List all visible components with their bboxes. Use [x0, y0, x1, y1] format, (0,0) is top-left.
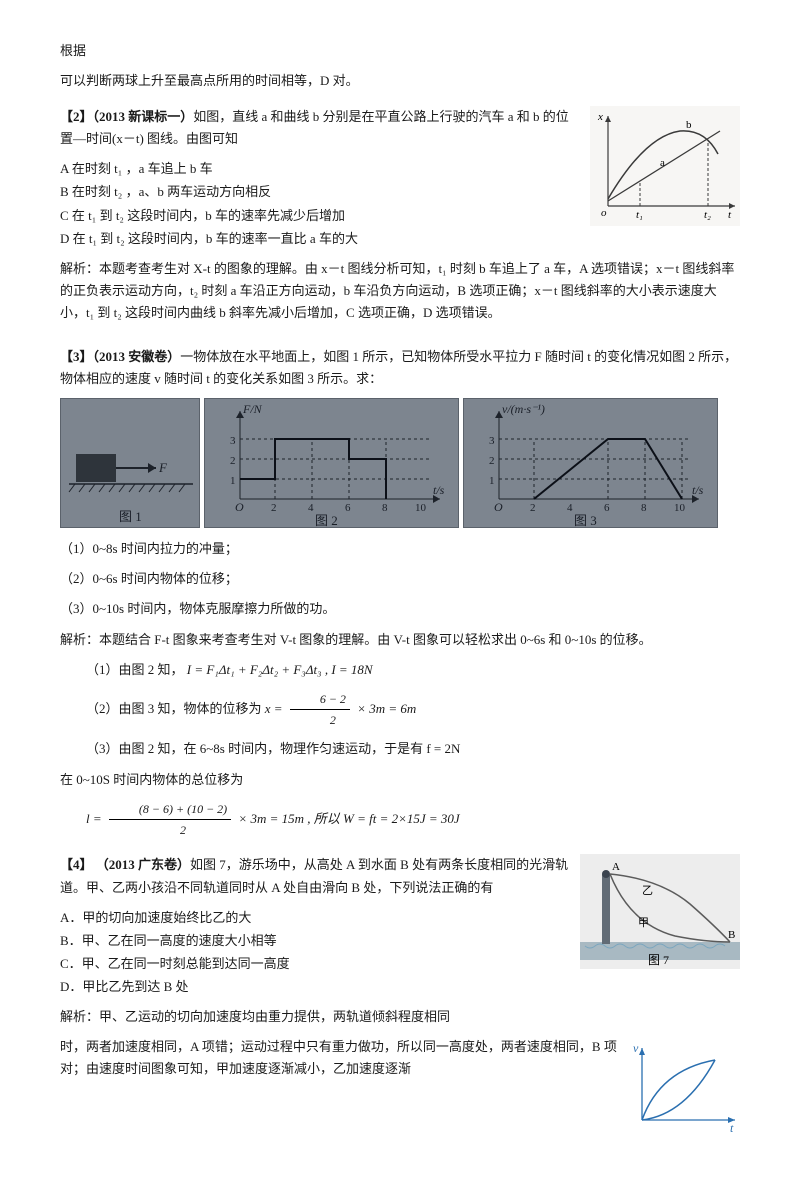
svg-text:2: 2: [530, 502, 536, 514]
intro-line2: 可以判断两球上升至最高点所用的时间相等，D 对。: [60, 70, 740, 92]
q3-block: 【3】（2013 安徽卷）一物体放在水平地面上，如图 1 所示，已知物体所受水平…: [60, 346, 740, 840]
q2-prefix: 【2】（2013 新课标一）: [60, 109, 193, 124]
svg-text:t/s: t/s: [692, 483, 704, 497]
svg-text:6: 6: [345, 502, 351, 514]
svg-text:3: 3: [489, 435, 495, 447]
vt-graph-icon: v t: [630, 1040, 740, 1135]
svg-text:图 7: 图 7: [648, 953, 669, 967]
q3-sub2: （2）0~6s 时间内物体的位移；: [60, 568, 740, 590]
svg-text:10: 10: [674, 502, 686, 514]
q3-s1: （1）由图 2 知， I = F₁Δt₁ + F₂Δt₂ + F₃Δt₃ , I…: [60, 659, 740, 681]
intro-block: 根据 可以判断两球上升至最高点所用的时间相等，D 对。: [60, 40, 740, 92]
svg-text:t₁: t₁: [636, 209, 643, 221]
svg-text:4: 4: [308, 502, 314, 514]
q4-sol1: 解析：甲、乙运动的切向加速度均由重力提供，两轨道倾斜程度相同: [60, 1006, 740, 1028]
svg-text:a: a: [660, 157, 665, 169]
svg-text:A: A: [612, 861, 620, 873]
svg-text:F: F: [158, 460, 168, 475]
svg-text:3: 3: [230, 435, 236, 447]
svg-text:图 3: 图 3: [574, 513, 597, 528]
q3-prefix: 【3】（2013 安徽卷）: [60, 349, 180, 364]
slide-graph-icon: A B 乙 甲 图 7: [580, 854, 740, 969]
q3-title: 【3】（2013 安徽卷）一物体放在水平地面上，如图 1 所示，已知物体所受水平…: [60, 346, 740, 390]
q3-s3a: （3）由图 2 知，在 6~8s 时间内，物理作匀速运动，于是有 f = 2N: [60, 738, 740, 760]
q3-s2: （2）由图 3 知，物体的位移为 x = 6 − 22 × 3m = 6m: [60, 689, 740, 731]
svg-text:6: 6: [604, 502, 610, 514]
q4-prefix: 【4】 （2013 广东卷）: [60, 857, 190, 872]
q3-figures: F 图 1 F/N t/s 1 2 3 2 4 6 8 10: [60, 398, 740, 528]
q3-fig1: F 图 1: [60, 398, 200, 528]
q4-figure: A B 乙 甲 图 7: [580, 854, 740, 976]
svg-text:8: 8: [382, 502, 388, 514]
q3-sol-head: 解析：本题结合 F-t 图象来考查考生对 V-t 图象的理解。由 V-t 图象可…: [60, 629, 740, 651]
svg-text:2: 2: [230, 455, 236, 467]
svg-text:图 2: 图 2: [315, 513, 338, 528]
svg-text:O: O: [494, 500, 503, 514]
svg-text:t₂: t₂: [704, 209, 711, 221]
q3-s3b: 在 0~10S 时间内物体的总位移为: [60, 769, 740, 791]
svg-text:8: 8: [641, 502, 647, 514]
svg-text:图 1: 图 1: [119, 509, 142, 524]
q3-fig2: F/N t/s 1 2 3 2 4 6 8 10 O 图 2: [204, 398, 459, 528]
svg-text:v: v: [633, 1041, 639, 1055]
intro-line1: 根据: [60, 40, 740, 62]
q3-sub3: （3）0~10s 时间内，物体克服摩擦力所做的功。: [60, 598, 740, 620]
svg-text:1: 1: [489, 475, 495, 487]
svg-text:乙: 乙: [642, 884, 653, 897]
svg-text:4: 4: [567, 502, 573, 514]
xt-graph-icon: o t₁ t₂ t x a b: [590, 106, 740, 226]
svg-text:t: t: [730, 1121, 734, 1135]
q4-block: A B 乙 甲 图 7 【4】 （2013 广东卷）如图 7，游乐场中，从高处 …: [60, 854, 740, 1142]
svg-text:B: B: [728, 929, 735, 941]
q3-fig3: v/(m·s⁻¹) t/s 1 2 3 2 4 6 8 10 O 图 3: [463, 398, 718, 528]
svg-text:O: O: [235, 500, 244, 514]
q3-s3c: l = (8 − 6) + (10 − 2)2 × 3m = 15m , 所以 …: [60, 799, 740, 841]
svg-text:v/(m·s⁻¹): v/(m·s⁻¹): [502, 402, 545, 416]
q2-chart: o t₁ t₂ t x a b: [590, 106, 740, 233]
svg-text:F/N: F/N: [242, 402, 263, 416]
svg-text:b: b: [686, 119, 692, 131]
q2-solution: 解析：本题考查考生对 X-t 的图象的理解。由 x－t 图线分析可知，t₁ 时刻…: [60, 258, 740, 324]
svg-text:甲: 甲: [638, 917, 649, 929]
svg-text:2: 2: [271, 502, 277, 514]
svg-text:2: 2: [489, 455, 495, 467]
svg-text:x: x: [597, 111, 603, 123]
q4-mini-chart: v t: [630, 1040, 740, 1142]
svg-text:t/s: t/s: [433, 483, 445, 497]
svg-text:1: 1: [230, 475, 236, 487]
q2-block: o t₁ t₂ t x a b 【2】（2013 新课标一）如图，直线 a 和曲…: [60, 106, 740, 332]
q4-opt-d: D．甲比乙先到达 B 处: [60, 976, 740, 998]
svg-text:10: 10: [415, 502, 427, 514]
svg-text:o: o: [601, 207, 607, 219]
q3-sub1: （1）0~8s 时间内拉力的冲量；: [60, 538, 740, 560]
